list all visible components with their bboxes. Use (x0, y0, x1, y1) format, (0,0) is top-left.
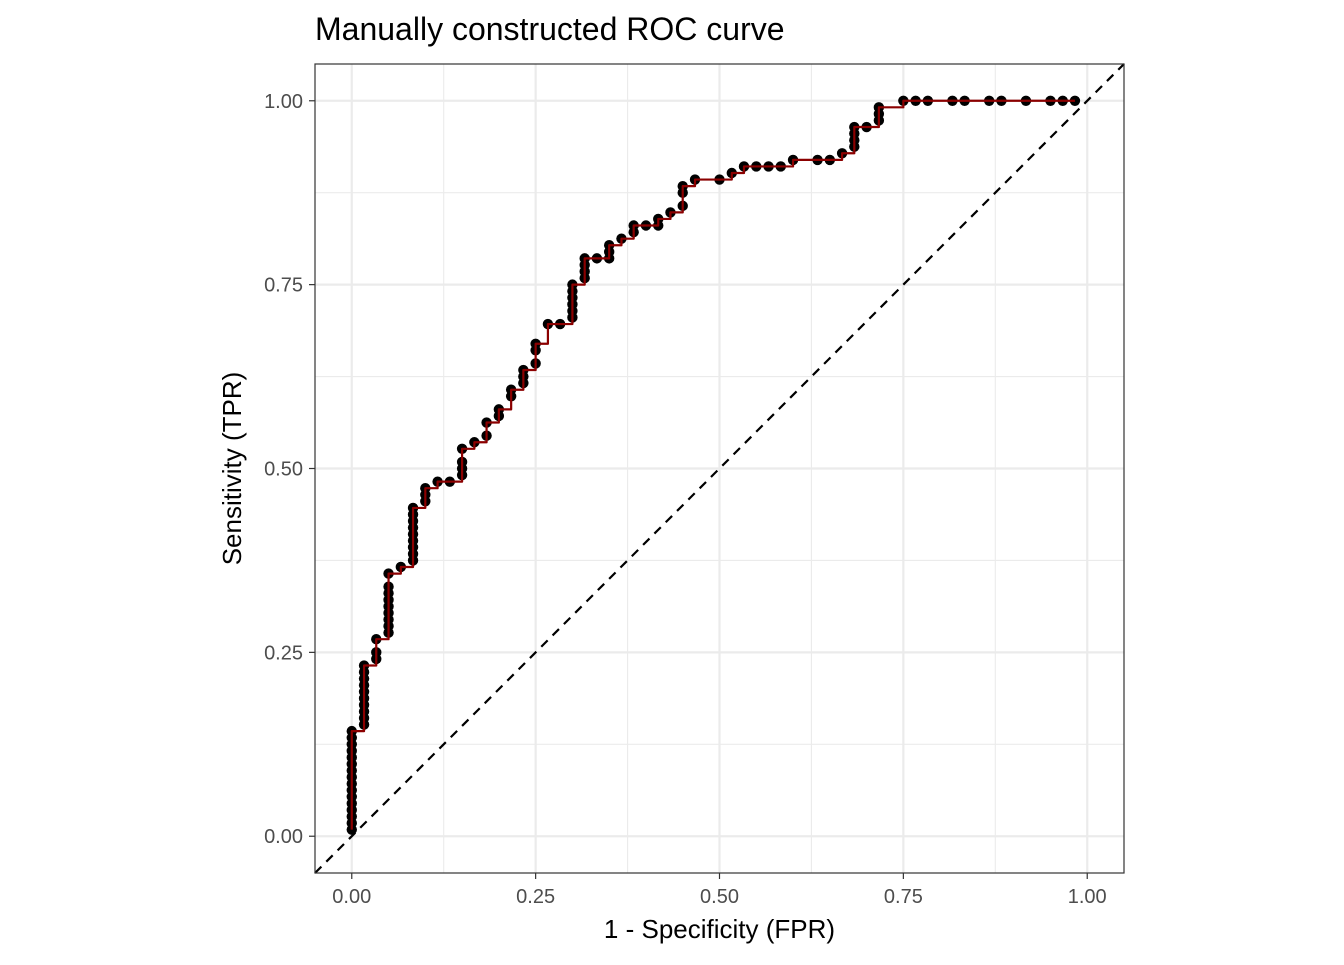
axes: 0.00 0.25 0.50 0.75 1.00 0.00 0.25 0.50 0.75 1.00 (264, 91, 1107, 908)
x-tick-label: 0.50 (700, 886, 739, 908)
x-tick-label: 0.75 (884, 886, 923, 908)
chart-title: Manually constructed ROC curve (315, 11, 785, 47)
roc-curve-path (350, 99, 1075, 830)
x-axis-title: 1 - Specificity (FPR) (604, 914, 835, 944)
x-tick-label: 0.00 (332, 886, 371, 908)
y-tick-label: 0.75 (264, 275, 303, 297)
y-tick-label: 1.00 (264, 91, 303, 113)
y-tick-label: 0.50 (264, 459, 303, 481)
y-axis-title: Sensitivity (TPR) (217, 372, 247, 566)
grid-lines (315, 64, 1124, 873)
x-tick-label: 0.25 (516, 886, 555, 908)
x-tick-label: 1.00 (1068, 886, 1107, 908)
roc-curve-line (350, 99, 1075, 830)
y-tick-label: 0.25 (264, 642, 303, 664)
y-tick-label: 0.00 (264, 826, 303, 848)
